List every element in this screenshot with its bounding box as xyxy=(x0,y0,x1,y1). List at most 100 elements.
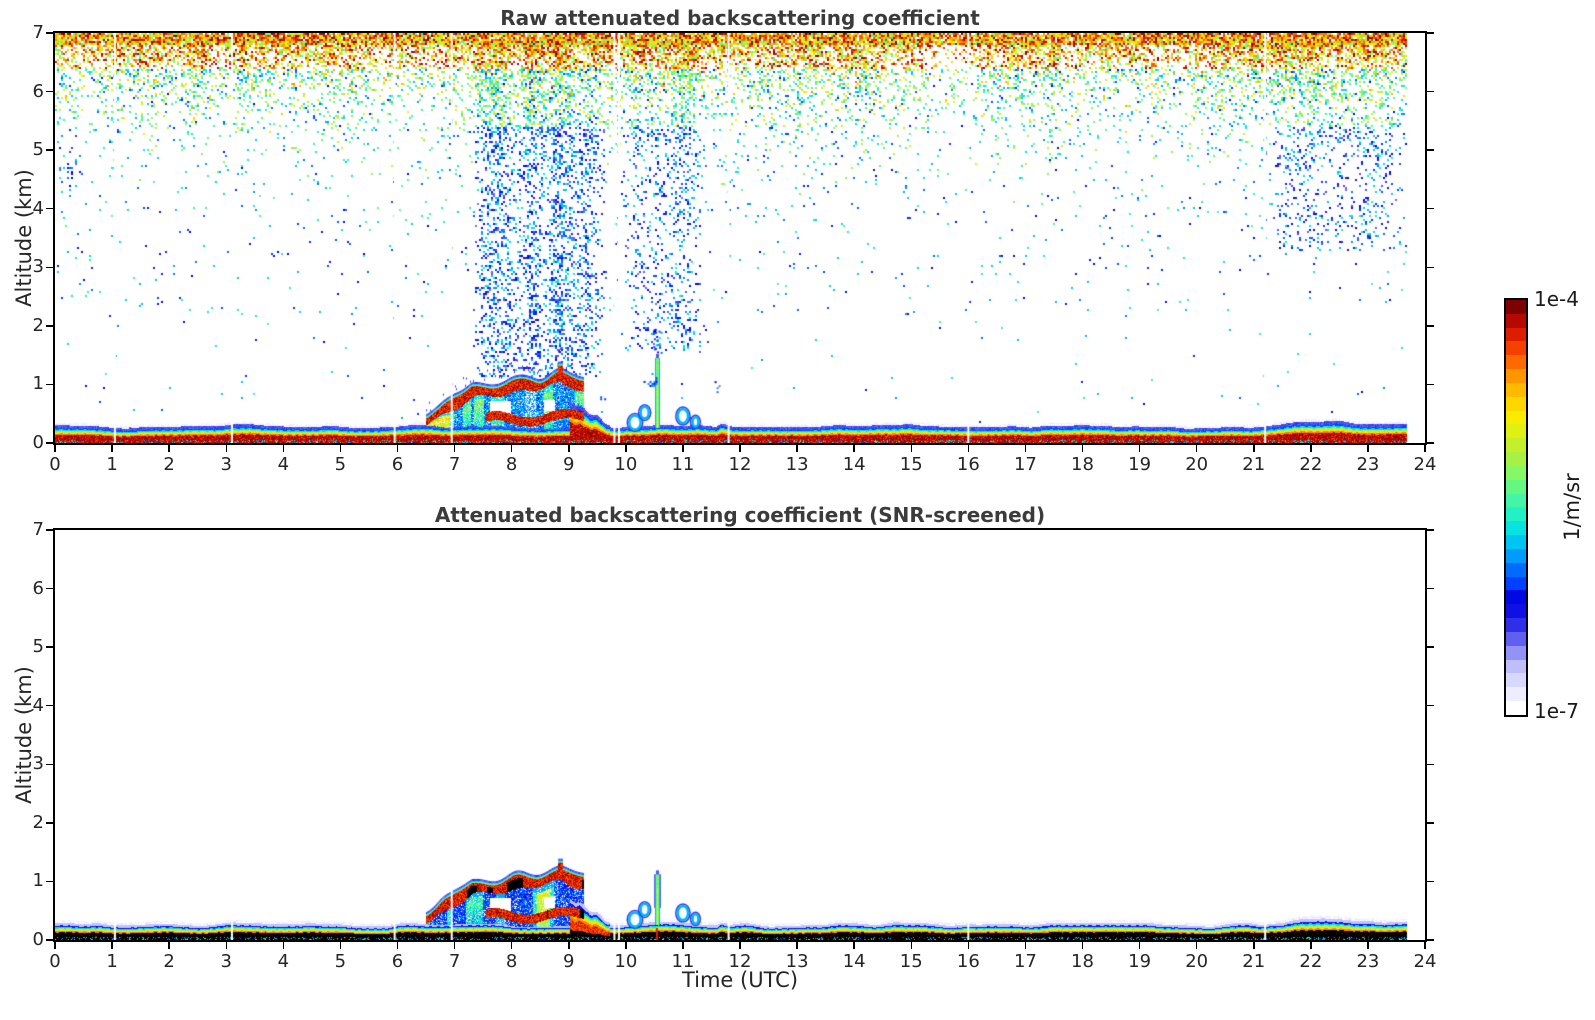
x-tick-label: 24 xyxy=(1413,454,1437,475)
y-tick xyxy=(46,704,53,707)
y-tick-right xyxy=(1427,763,1434,766)
x-tick-label: 21 xyxy=(1242,454,1266,475)
y-tick-right xyxy=(1427,939,1434,941)
colorbar-band xyxy=(1506,300,1526,314)
x-tick-label: 22 xyxy=(1299,454,1323,475)
x-tick xyxy=(282,942,285,949)
x-tick-label: 9 xyxy=(563,454,575,475)
x-tick xyxy=(1195,942,1198,949)
x-tick-label: 15 xyxy=(899,454,923,475)
colorbar-band xyxy=(1506,341,1526,356)
y-axis-label-raw: Altitude (km) xyxy=(12,169,36,307)
x-tick-label: 24 xyxy=(1413,951,1437,972)
x-tick xyxy=(625,942,627,949)
x-tick-label: 8 xyxy=(505,454,518,475)
x-tick-label: 11 xyxy=(671,454,695,475)
x-tick-label: 4 xyxy=(277,454,290,475)
x-tick-label: 10 xyxy=(614,951,638,972)
x-tick xyxy=(1024,445,1027,452)
raw-panel-title: Raw attenuated backscattering coefficien… xyxy=(500,6,980,30)
x-tick xyxy=(225,445,227,452)
colorbar-band xyxy=(1506,521,1526,536)
x-axis-label: Time (UTC) xyxy=(681,968,799,992)
y-tick-right xyxy=(1427,646,1434,648)
x-tick xyxy=(453,942,456,949)
colorbar-band xyxy=(1506,604,1526,619)
x-tick-label: 14 xyxy=(842,454,866,475)
y-tick-label: 1 xyxy=(32,373,44,395)
y-tick-right xyxy=(1427,704,1434,707)
x-tick-label: 18 xyxy=(1071,951,1094,972)
x-tick-label: 1 xyxy=(106,951,118,972)
colorbar-band xyxy=(1506,382,1526,397)
y-tick xyxy=(46,529,53,531)
x-tick-label: 9 xyxy=(563,951,575,972)
y-tick xyxy=(46,266,53,269)
x-tick-label: 23 xyxy=(1356,454,1380,475)
y-tick-right xyxy=(1427,32,1434,34)
x-tick-label: 12 xyxy=(728,454,752,475)
colorbar xyxy=(1504,298,1528,717)
x-tick xyxy=(739,445,741,452)
y-tick xyxy=(46,325,53,327)
x-tick xyxy=(967,445,970,452)
y-tick xyxy=(46,880,53,883)
x-tick xyxy=(625,445,627,452)
x-tick-label: 7 xyxy=(448,951,461,972)
x-tick-label: 0 xyxy=(49,454,61,475)
x-tick xyxy=(54,445,56,452)
y-tick xyxy=(46,646,53,648)
x-tick xyxy=(682,445,684,452)
x-tick-label: 3 xyxy=(220,951,232,972)
colorbar-band xyxy=(1506,618,1526,632)
colorbar-band xyxy=(1506,313,1526,328)
y-tick xyxy=(46,763,53,766)
x-tick xyxy=(853,445,855,452)
x-tick xyxy=(1367,445,1369,452)
colorbar-band xyxy=(1506,590,1526,605)
screened-heatmap-canvas xyxy=(55,530,1425,940)
colorbar-band xyxy=(1506,562,1526,577)
y-tick-label: 1 xyxy=(32,870,44,892)
x-tick xyxy=(1253,445,1255,452)
x-tick xyxy=(1367,942,1369,949)
x-tick xyxy=(1310,942,1312,949)
x-tick xyxy=(1310,445,1312,452)
y-tick-right xyxy=(1427,266,1434,269)
y-tick xyxy=(46,939,53,941)
x-tick xyxy=(682,942,684,949)
y-tick-right xyxy=(1427,880,1434,883)
y-tick-right xyxy=(1427,529,1434,531)
y-tick-right xyxy=(1427,822,1434,824)
y-tick xyxy=(46,207,53,210)
x-tick xyxy=(853,942,855,949)
colorbar-band xyxy=(1506,355,1526,370)
x-tick-label: 10 xyxy=(614,454,638,475)
y-tick-label: 0 xyxy=(32,929,44,950)
x-tick-label: 5 xyxy=(334,454,347,475)
colorbar-band xyxy=(1506,438,1526,453)
colorbar-band xyxy=(1506,548,1526,563)
x-tick xyxy=(568,445,570,452)
colorbar-band xyxy=(1506,687,1526,702)
x-tick-label: 21 xyxy=(1242,951,1266,972)
y-tick-label: 5 xyxy=(32,636,44,658)
y-tick-label: 2 xyxy=(32,314,44,336)
x-tick-label: 20 xyxy=(1185,951,1209,972)
colorbar-band xyxy=(1506,493,1526,508)
colorbar-max-label: 1e-4 xyxy=(1534,287,1579,311)
y-tick-right xyxy=(1427,383,1434,386)
y-tick-right xyxy=(1427,325,1434,327)
x-tick-label: 8 xyxy=(505,951,518,972)
x-tick-label: 22 xyxy=(1299,951,1323,972)
x-tick xyxy=(1195,445,1198,452)
x-tick xyxy=(796,445,798,452)
x-tick xyxy=(1024,942,1027,949)
y-tick xyxy=(46,383,53,386)
colorbar-band xyxy=(1506,631,1526,646)
colorbar-band xyxy=(1506,396,1526,411)
colorbar-band xyxy=(1506,673,1526,688)
x-tick-label: 3 xyxy=(220,454,232,475)
y-tick xyxy=(46,90,53,93)
x-tick xyxy=(111,942,113,949)
